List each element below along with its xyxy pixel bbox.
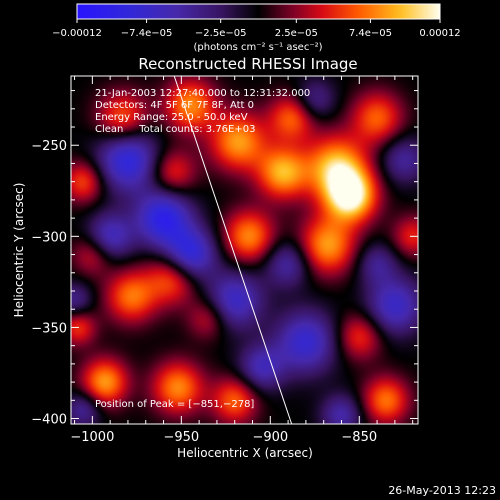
annotation-detectors: Detectors: 4F 5F 6F 7F 8F, Att 0 (95, 100, 254, 111)
colorbar-tick-label: 7.4e−05 (349, 28, 392, 39)
heatmap-raster (71, 76, 418, 424)
x-tick-label: −900 (252, 430, 288, 445)
annotation-clean-counts: Clean Total counts: 3.76E+03 (95, 124, 255, 135)
colorbar-unit-label: (photons cm⁻² s⁻¹ asec⁻²) (193, 42, 322, 53)
heatmap-image (71, 76, 418, 424)
footer-timestamp: 26-May-2013 12:23 (388, 484, 496, 497)
axis-ticks: −1000 −950 −900 −850 −250 −300 −350 −400 (31, 76, 418, 445)
colorbar-ticks: −0.00012 −7.4e−05 −2.5e−05 2.5e−05 7.4e−05 0.… (52, 19, 461, 39)
colorbar-tick-label: −0.00012 (52, 28, 102, 39)
y-tick-label: −250 (31, 139, 67, 154)
x-tick-label: −950 (163, 430, 199, 445)
annotation-block: 21-Jan-2003 12:27:40.000 to 12:31:32.000… (95, 88, 310, 135)
colorbar-tick-label: 2.5e−05 (275, 28, 318, 39)
colorbar-tick-label: 0.00012 (419, 28, 460, 39)
annotation-time-range: 21-Jan-2003 12:27:40.000 to 12:31:32.000 (95, 88, 310, 99)
peak-position-label: Position of Peak = [−851,−278] (95, 399, 254, 410)
colorbar: −0.00012 −7.4e−05 −2.5e−05 2.5e−05 7.4e−05 0.… (52, 3, 461, 53)
annotation-energy-range: Energy Range: 25.0 - 50.0 keV (95, 112, 248, 123)
x-axis-label: Heliocentric X (arcsec) (177, 446, 313, 460)
solar-limb-line (173, 76, 293, 424)
x-tick-label: −1000 (70, 430, 114, 445)
colorbar-tick-label: −2.5e−05 (195, 28, 247, 39)
y-tick-label: −400 (31, 413, 67, 428)
colorbar-tick-label: −7.4e−05 (121, 28, 173, 39)
plot-frame (70, 75, 419, 425)
x-tick-label: −850 (341, 430, 377, 445)
chart-title: Reconstructed RHESSI Image (138, 55, 357, 73)
colorbar-gradient (76, 3, 441, 20)
y-tick-label: −300 (31, 230, 67, 245)
y-axis-label: Heliocentric Y (arcsec) (12, 183, 26, 318)
y-tick-label: −350 (31, 321, 67, 336)
